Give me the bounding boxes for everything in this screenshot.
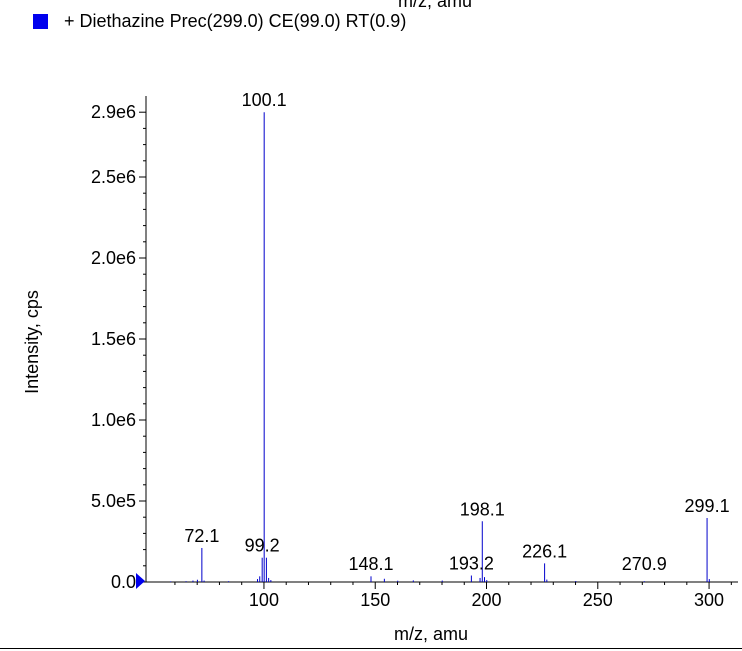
y-tick-label: 5.0e5	[91, 491, 136, 511]
zero-marker-triangle	[136, 573, 145, 589]
x-axis-label: m/z, amu	[394, 624, 468, 644]
y-tick-label: 2.9e6	[91, 102, 136, 122]
y-tick-label: 1.0e6	[91, 410, 136, 430]
y-tick-label: 2.0e6	[91, 248, 136, 268]
y-tick-label: 0.0	[111, 572, 136, 592]
axes	[145, 96, 738, 583]
peak-label: 198.1	[460, 499, 505, 519]
peak-label: 99.2	[245, 536, 280, 556]
legend: + Diethazine Prec(299.0) CE(99.0) RT(0.9…	[33, 8, 406, 34]
axis-ticks: 0.0 5.0e5 1.0e6 1.5e6 2.0e6 2.5e6 2.9e6 100 150 2…	[91, 102, 732, 610]
x-tick-label: 100	[249, 590, 279, 610]
peak-label: 148.1	[348, 554, 393, 574]
y-tick-label: 2.5e6	[91, 167, 136, 187]
y-axis-label: Intensity, cps	[22, 290, 42, 394]
legend-swatch	[33, 13, 48, 29]
x-tick-label: 300	[694, 590, 724, 610]
x-tick-label: 200	[471, 590, 501, 610]
peak-label: 72.1	[184, 526, 219, 546]
x-tick-label: 250	[583, 590, 613, 610]
peak-labels: 72.1 99.2 100.1 148.1 193.2 198.1 226.1 270.9 29…	[184, 90, 729, 574]
spectrum-peaks	[170, 112, 710, 582]
peak-label: 299.1	[685, 496, 730, 516]
clipped-axis-label: m/z, amu	[398, 0, 473, 11]
y-tick-label: 1.5e6	[91, 329, 136, 349]
bottom-divider	[0, 648, 742, 649]
peak-label: 226.1	[522, 541, 567, 561]
x-tick-label: 150	[360, 590, 390, 610]
legend-label: + Diethazine Prec(299.0) CE(99.0) RT(0.9…	[64, 10, 407, 31]
peak-label: 100.1	[242, 90, 287, 110]
peak-label: 193.2	[449, 554, 494, 574]
peak-label: 270.9	[622, 554, 667, 574]
